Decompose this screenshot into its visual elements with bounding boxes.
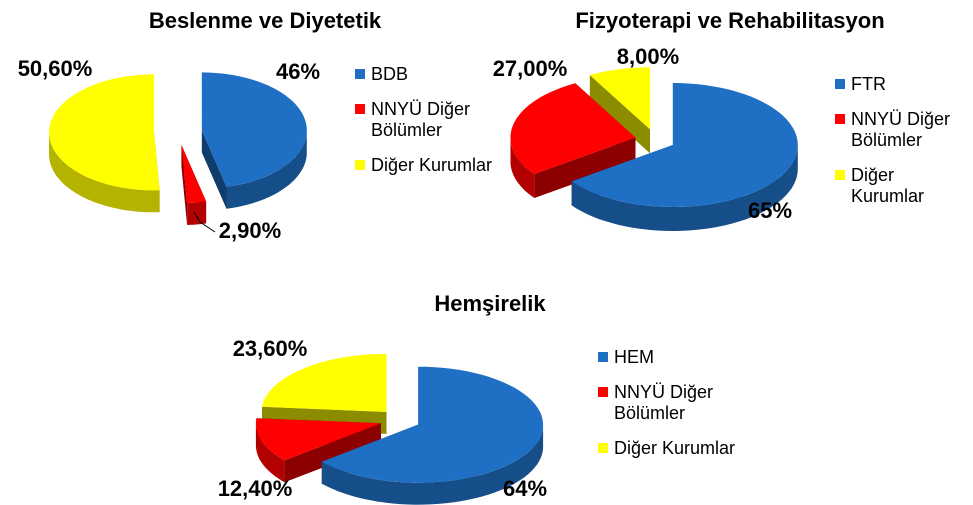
legend-label: NNYÜ Diğer Bölümler (851, 109, 951, 150)
slice-side (226, 130, 307, 209)
data-label: 23,60% (233, 336, 308, 361)
legend-item: FTR (835, 74, 959, 95)
legend-label: Diğer Kurumlar (614, 438, 736, 458)
slice-face (534, 137, 636, 198)
legend: HEM NNYÜ Diğer Bölümler Diğer Kurumlar (598, 347, 764, 473)
legend-label: BDB (371, 64, 409, 84)
pie-slice (49, 74, 160, 213)
legend-swatch (598, 387, 608, 397)
data-label: 46% (276, 59, 320, 84)
legend-swatch (835, 114, 845, 124)
legend-item: NNYÜ Diğer Bölümler (355, 99, 521, 141)
slice-top (255, 418, 381, 461)
legend-item: BDB (355, 64, 521, 85)
pie-slice (510, 83, 636, 198)
legend-label: NNYÜ Diğer Bölümler (371, 99, 471, 140)
data-label: 27,00% (493, 56, 568, 81)
slice-side (187, 201, 207, 225)
slice-side (255, 423, 285, 483)
legend-label: NNYÜ Diğer Bölümler (614, 382, 714, 423)
legend-item: Diğer Kurumlar (835, 165, 959, 207)
legend-swatch (835, 79, 845, 89)
legend-label: Diğer Kurumlar (851, 165, 925, 206)
slice-face (181, 145, 188, 225)
data-label: 8,00% (617, 44, 679, 69)
slice-side (321, 424, 544, 505)
slice-side (571, 145, 798, 231)
slice-top (262, 353, 387, 412)
legend: FTR NNYÜ Diğer Bölümler Diğer Kurumlar (835, 74, 959, 221)
data-label: 64% (503, 476, 547, 501)
pie-slice (321, 366, 544, 505)
legend-label: Diğer Kurumlar (371, 155, 493, 175)
legend-item: Diğer Kurumlar (355, 155, 521, 176)
legend-item: NNYÜ Diğer Bölümler (598, 382, 764, 424)
slice-top (589, 67, 651, 130)
legend-swatch (355, 104, 365, 114)
legend-label: HEM (614, 347, 654, 367)
pie-slice (255, 418, 381, 483)
slice-top (49, 74, 160, 191)
pie-slice (201, 72, 307, 209)
legend-item: NNYÜ Diğer Bölümler (835, 109, 959, 151)
legend-item: Diğer Kurumlar (598, 438, 764, 459)
chart-title: Beslenme ve Diyetetik (149, 8, 382, 33)
chart-title: Hemşirelik (434, 291, 546, 316)
data-label: 12,40% (218, 476, 293, 501)
data-label: 65% (748, 198, 792, 223)
pie-slice (589, 67, 651, 154)
legend-swatch (598, 352, 608, 362)
legend: BDB NNYÜ Diğer Bölümler Diğer Kurumlar (355, 64, 521, 190)
slice-top (321, 366, 543, 483)
legend-swatch (598, 443, 608, 453)
pie-slice (181, 145, 207, 225)
slice-top (201, 72, 307, 187)
legend-swatch (355, 160, 365, 170)
slice-top (571, 83, 798, 207)
chart-title: Fizyoterapi ve Rehabilitasyon (575, 8, 884, 33)
slice-top (181, 145, 207, 203)
legend-swatch (355, 69, 365, 79)
legend-swatch (835, 170, 845, 180)
slice-face (589, 75, 651, 154)
data-label: 2,90% (219, 218, 281, 243)
slice-top (510, 83, 636, 174)
slice-side (510, 137, 535, 198)
legend-item: HEM (598, 347, 764, 368)
slice-face (201, 130, 227, 209)
legend-label: FTR (851, 74, 886, 94)
pie-slice (571, 83, 798, 231)
slice-side (49, 132, 160, 213)
data-label: 50,60% (18, 56, 93, 81)
leader-line (193, 211, 216, 233)
